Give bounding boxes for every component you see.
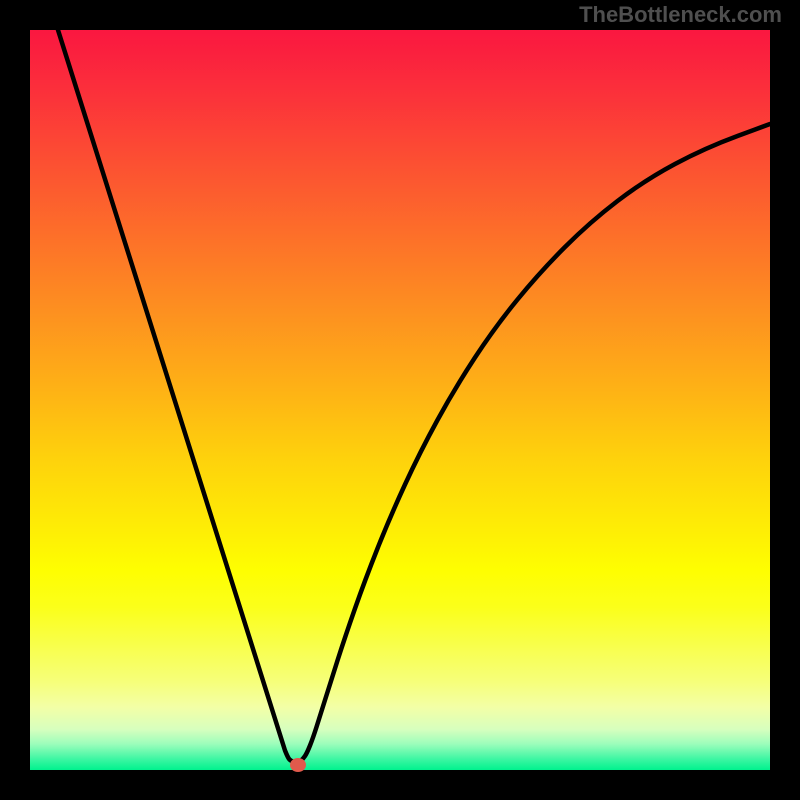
optimal-point-marker <box>290 758 306 772</box>
curve-layer <box>0 0 800 800</box>
watermark-text: TheBottleneck.com <box>579 2 782 28</box>
chart-stage: TheBottleneck.com <box>0 0 800 800</box>
bottleneck-curve <box>58 30 770 762</box>
